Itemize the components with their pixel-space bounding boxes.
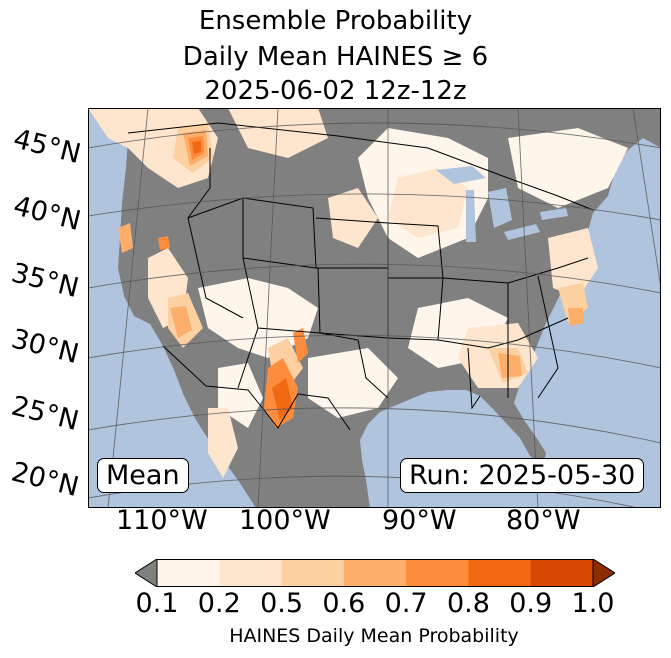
colorbar-cell-4 xyxy=(343,559,407,587)
colorbar-tick-label: 0.2 xyxy=(197,588,241,619)
colorbar-tick-label: 0.9 xyxy=(509,588,553,619)
colorbar-tick-label: 0.1 xyxy=(135,588,179,619)
lon-label-80w: 80°W xyxy=(506,505,581,536)
prob-level-6 xyxy=(192,141,293,420)
colorbar-tick-label: 0.7 xyxy=(384,588,428,619)
lon-label-110w: 110°W xyxy=(116,505,208,536)
lat-label-40: 40°N xyxy=(10,190,84,238)
colorbar-cell-3 xyxy=(281,559,345,587)
lat-label-35: 35°N xyxy=(8,257,82,305)
colorbar-cell-2 xyxy=(219,559,283,587)
probability-map xyxy=(88,108,661,508)
stat-label-box: Mean xyxy=(97,458,189,493)
colorbar-cell-6 xyxy=(468,559,532,587)
lat-label-20: 20°N xyxy=(8,456,82,504)
run-label-box: Run: 2025-05-30 xyxy=(400,458,645,493)
lat-label-30: 30°N xyxy=(8,323,82,371)
lon-label-100w: 100°W xyxy=(239,505,331,536)
colorbar-cell-7 xyxy=(530,559,594,587)
title-line-3: 2025-06-02 12z-12z xyxy=(204,76,467,106)
colorbar-tick-label: 0.5 xyxy=(260,588,304,619)
colorbar-tick-label: 1.0 xyxy=(571,588,615,619)
lon-label-90w: 90°W xyxy=(382,505,457,536)
lat-label-45: 45°N xyxy=(10,123,84,171)
colorbar-cell-1 xyxy=(157,559,220,587)
prob-level-2 xyxy=(88,108,598,478)
title-line-1: Ensemble Probability xyxy=(198,6,473,36)
lat-label-25: 25°N xyxy=(8,390,82,438)
colorbar-tick-label: 0.8 xyxy=(446,588,490,619)
colorbar-over-arrow xyxy=(592,559,615,587)
colorbar xyxy=(135,559,615,587)
great-lakes xyxy=(436,166,568,242)
title-line-2: Daily Mean HAINES ≥ 6 xyxy=(182,42,489,72)
prob-level-4 xyxy=(118,130,584,378)
state-borders xyxy=(127,122,594,431)
colorbar-cell-5 xyxy=(406,559,469,587)
colorbar-tick-label: 0.6 xyxy=(322,588,366,619)
colorbar-label: HAINES Daily Mean Probability xyxy=(229,625,519,647)
graticule xyxy=(88,108,661,508)
colorbar-under-arrow xyxy=(135,559,158,587)
